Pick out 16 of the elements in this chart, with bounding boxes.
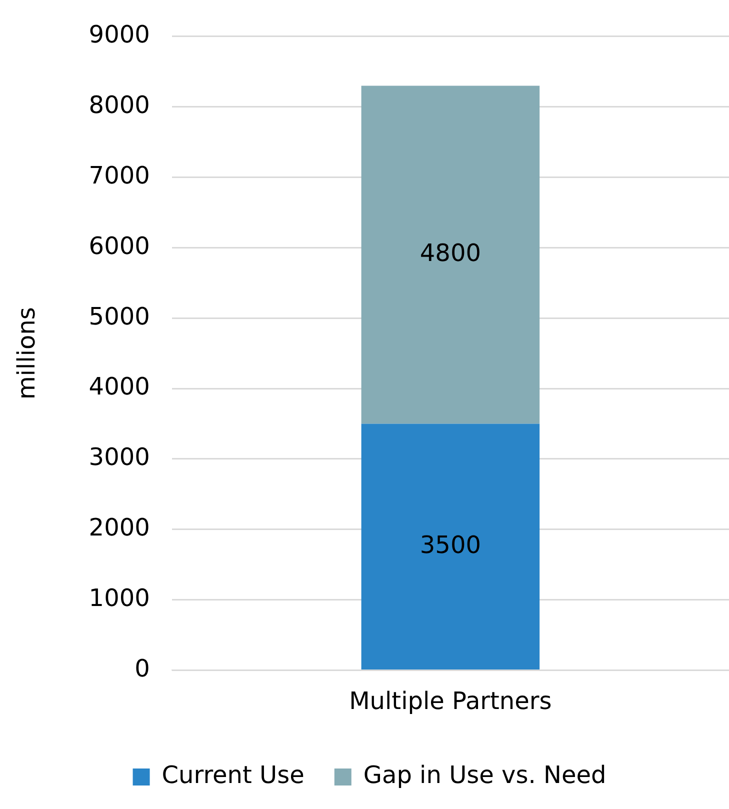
y-tick-label: 5000 [88, 302, 150, 330]
data-label: 4800 [420, 238, 481, 267]
y-tick-label: 8000 [88, 91, 150, 120]
y-axis-title: millions [12, 307, 41, 400]
y-tick-label: 1000 [88, 584, 150, 612]
legend-label: Gap in Use vs. Need [363, 761, 606, 790]
y-tick-label: 6000 [88, 232, 150, 260]
y-tick-label: 0 [134, 654, 150, 682]
legend-label: Current Use [162, 761, 304, 790]
data-label: 3500 [420, 530, 481, 559]
y-tick-label: 7000 [88, 161, 150, 190]
y-tick-label: 2000 [88, 514, 150, 542]
y-tick-label: 3000 [88, 443, 150, 472]
y-tick-label: 4000 [88, 372, 150, 401]
y-tick-label: 9000 [88, 20, 150, 49]
x-tick-label: Multiple Partners [349, 686, 552, 715]
